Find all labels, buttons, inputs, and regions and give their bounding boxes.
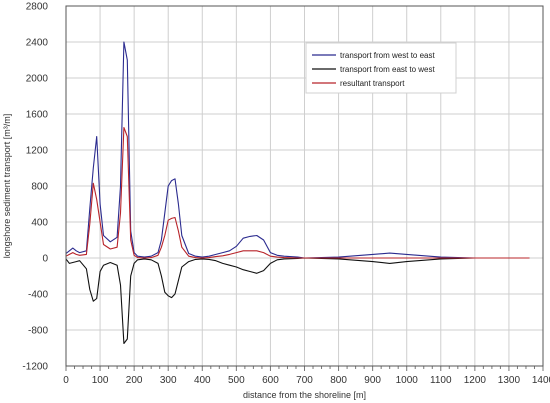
y-tick-label: 2000 [26, 74, 49, 85]
grid [65, 5, 544, 371]
y-tick-labels: -1200 -800 -400 0 400 800 1200 1600 2000 2400 2800 [22, 2, 48, 373]
y-tick-label: 800 [31, 182, 48, 193]
x-tick-label: 900 [364, 375, 381, 386]
legend-label-1: transport from west to east [340, 51, 435, 60]
y-tick-label: -1200 [22, 362, 48, 373]
y-tick-label: 400 [31, 218, 48, 229]
y-axis-label: longshore sediment transport [m³/m] [2, 114, 12, 259]
x-tick-label: 100 [92, 375, 109, 386]
y-tick-label: 1200 [26, 146, 49, 157]
y-tick-label: -800 [28, 326, 48, 337]
legend-label-2: transport from east to west [340, 65, 435, 74]
series-lines [65, 41, 530, 345]
x-tick-label: 300 [160, 375, 177, 386]
x-tick-label: 1300 [498, 375, 521, 386]
x-tick-label: 1000 [396, 375, 419, 386]
y-tick-label: 1600 [26, 110, 49, 121]
x-tick-label: 600 [262, 375, 279, 386]
series-line-2 [65, 257, 530, 345]
x-tick-label: 1200 [464, 375, 487, 386]
legend-label-3: resultant transport [340, 79, 405, 88]
x-tick-label: 800 [330, 375, 347, 386]
x-axis-label: distance from the shoreline [m] [243, 390, 366, 400]
y-tick-label: 0 [42, 254, 48, 265]
x-tick-label: 1100 [430, 375, 452, 386]
x-tick-label: 1400 [532, 375, 550, 386]
x-tick-label: 0 [63, 375, 69, 386]
y-tick-label: 2400 [26, 38, 49, 49]
legend: transport from west to east transport fro… [305, 42, 457, 94]
x-tick-label: 200 [126, 375, 143, 386]
x-tick-label: 700 [296, 375, 313, 386]
x-tick-labels: 0 100 200 300 400 500 600 700 800 900 1000 1100 1200… [63, 375, 550, 386]
x-tick-label: 500 [228, 375, 245, 386]
x-tick-label: 400 [194, 375, 211, 386]
y-tick-label: -400 [28, 290, 48, 301]
series-line-1 [65, 41, 530, 259]
plot-frame [65, 5, 544, 367]
legend-box [305, 42, 457, 94]
series-line-3 [65, 126, 530, 259]
y-tick-label: 2800 [26, 2, 49, 13]
